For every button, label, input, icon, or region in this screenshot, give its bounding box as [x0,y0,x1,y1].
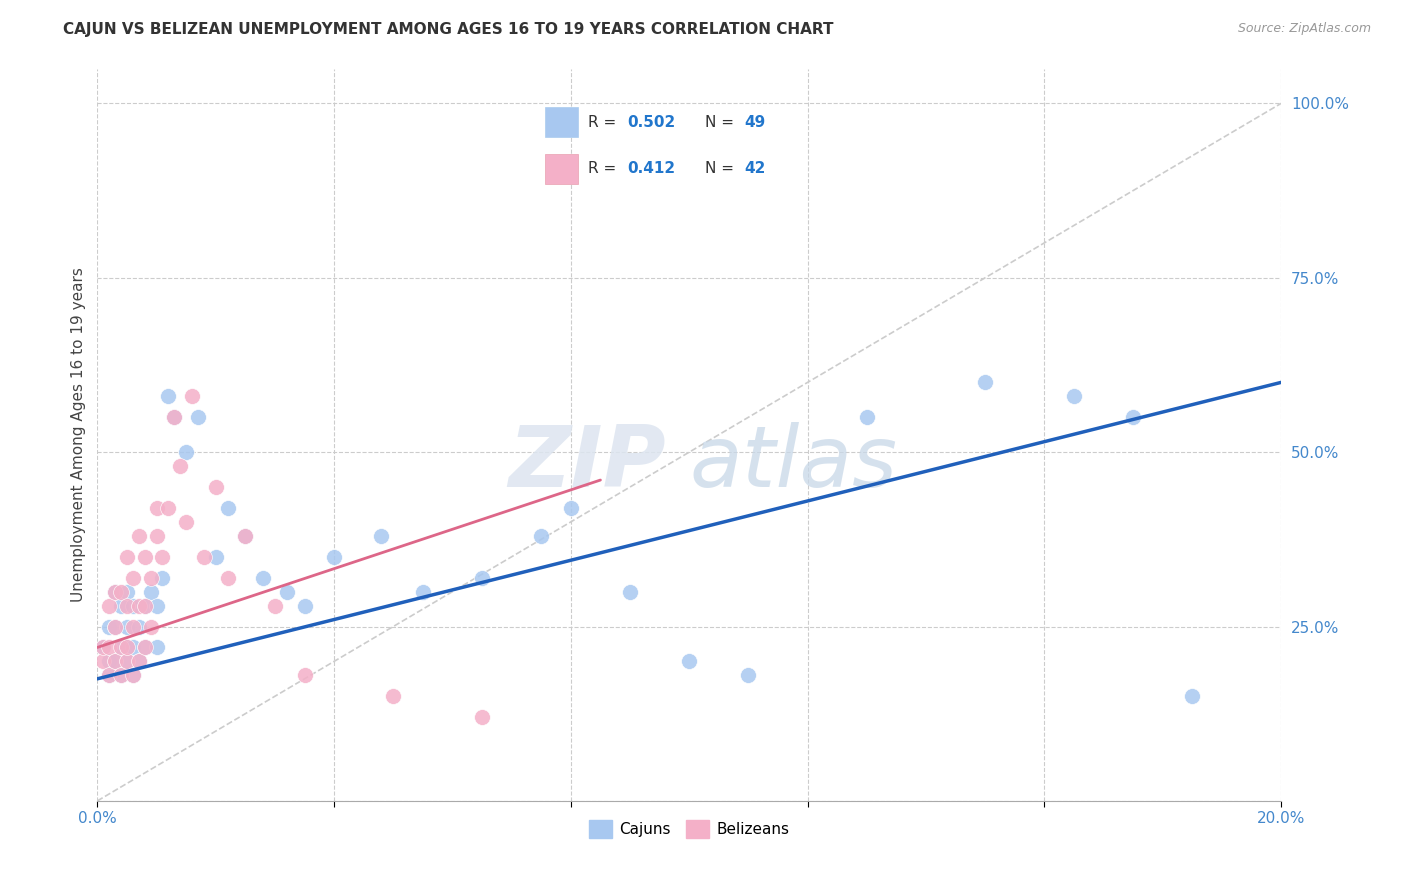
Point [121,640,143,655]
Point [128,654,150,668]
Point [134,599,156,613]
Point [382,690,405,704]
Point [217,571,239,585]
Point [678,654,700,668]
Point [193,549,215,564]
Point [204,480,226,494]
Point [370,529,392,543]
Point [110,668,132,682]
Legend: Cajuns, Belizeans: Cajuns, Belizeans [582,814,796,845]
Point [530,529,553,543]
Point [174,515,197,529]
Text: atlas: atlas [689,423,897,506]
Point [115,549,138,564]
Point [294,599,316,613]
Point [91,654,114,668]
Point [110,640,132,655]
Point [145,599,167,613]
Point [560,500,582,515]
Point [128,599,150,613]
Point [276,584,298,599]
Point [233,529,256,543]
Point [204,549,226,564]
Point [412,584,434,599]
Text: CAJUN VS BELIZEAN UNEMPLOYMENT AMONG AGES 16 TO 19 YEARS CORRELATION CHART: CAJUN VS BELIZEAN UNEMPLOYMENT AMONG AGE… [63,22,834,37]
Point [157,500,180,515]
Point [145,529,167,543]
Point [115,654,138,668]
Text: Source: ZipAtlas.com: Source: ZipAtlas.com [1237,22,1371,36]
Point [98,654,121,668]
Point [128,619,150,633]
Y-axis label: Unemployment Among Ages 16 to 19 years: Unemployment Among Ages 16 to 19 years [72,268,86,602]
Point [121,619,143,633]
Point [1063,389,1085,403]
Point [104,584,127,599]
Point [110,584,132,599]
Point [121,668,143,682]
Point [98,619,121,633]
Point [104,654,127,668]
Point [145,640,167,655]
Point [217,500,239,515]
Point [134,549,156,564]
Point [110,668,132,682]
Point [974,376,997,390]
Point [252,571,274,585]
Point [121,599,143,613]
Point [98,668,121,682]
Point [134,599,156,613]
Point [1122,410,1144,425]
Point [110,599,132,613]
Point [104,584,127,599]
Point [163,410,186,425]
Point [181,389,204,403]
Point [121,571,143,585]
Point [1181,690,1204,704]
Point [121,668,143,682]
Point [104,654,127,668]
Point [134,640,156,655]
Point [98,668,121,682]
Point [152,549,174,564]
Point [233,529,256,543]
Point [471,710,494,724]
Point [145,500,167,515]
Point [139,619,162,633]
Point [294,668,316,682]
Point [128,654,150,668]
Point [157,389,180,403]
Point [471,571,494,585]
Point [115,640,138,655]
Point [174,445,197,459]
Point [152,571,174,585]
Point [115,584,138,599]
Point [91,640,114,655]
Text: ZIP: ZIP [508,423,665,506]
Point [91,640,114,655]
Point [169,459,191,474]
Point [139,571,162,585]
Point [619,584,641,599]
Point [115,654,138,668]
Point [115,599,138,613]
Point [737,668,759,682]
Point [104,619,127,633]
Point [115,640,138,655]
Point [163,410,186,425]
Point [264,599,287,613]
Point [98,599,121,613]
Point [128,529,150,543]
Point [115,619,138,633]
Point [110,640,132,655]
Point [98,640,121,655]
Point [134,640,156,655]
Point [139,584,162,599]
Point [855,410,877,425]
Point [104,619,127,633]
Point [323,549,346,564]
Point [187,410,209,425]
